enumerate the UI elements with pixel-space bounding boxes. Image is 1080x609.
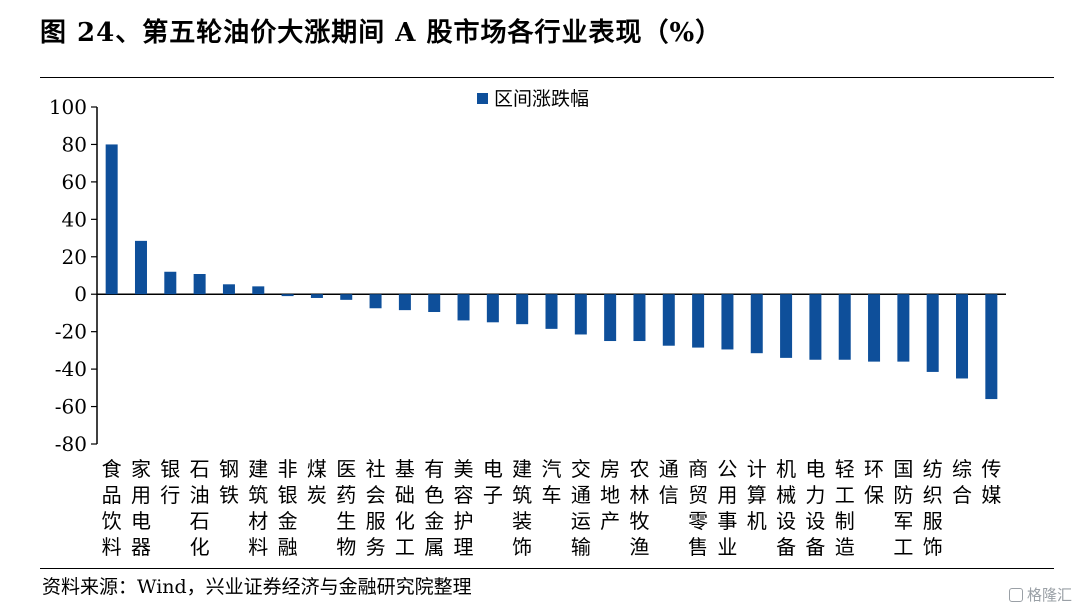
title-divider — [40, 77, 1054, 78]
bar-20 — [662, 294, 675, 346]
x-category-label: 社会服务 — [366, 457, 386, 559]
source-note: 资料来源：Wind，兴业证券经济与金融研究院整理 — [42, 576, 472, 598]
watermark: 格隆汇 — [1008, 584, 1072, 605]
bar-31 — [985, 294, 998, 400]
legend-label: 区间涨跌幅 — [494, 88, 589, 110]
bar-4 — [193, 274, 206, 295]
bar-8 — [310, 294, 323, 298]
bar-18 — [604, 294, 617, 342]
x-category-label: 家用电器 — [131, 457, 151, 559]
x-category-label: 煤炭 — [307, 457, 327, 507]
bar-5 — [222, 284, 235, 295]
bar-19 — [633, 294, 646, 342]
watermark-logo-icon — [1008, 587, 1023, 602]
y-tick-label: 40 — [62, 207, 87, 231]
bar-14 — [486, 294, 499, 323]
x-category-label: 环保 — [864, 457, 884, 507]
x-category-label: 食品饮料 — [102, 457, 122, 559]
x-category-label: 有色金属 — [424, 457, 444, 559]
x-category-label: 房地产 — [600, 457, 620, 533]
y-tick-label: 0 — [74, 282, 87, 306]
bar-9 — [340, 294, 353, 300]
bar-7 — [281, 294, 294, 297]
bar-29 — [926, 294, 939, 372]
x-category-label: 医药生物 — [336, 457, 356, 559]
bar-16 — [545, 294, 558, 329]
legend-swatch — [477, 93, 488, 104]
x-category-label: 商贸零售 — [688, 457, 708, 559]
bar-23 — [750, 294, 763, 354]
x-category-label: 石油石化 — [190, 457, 210, 559]
x-category-label: 基础化工 — [395, 457, 415, 559]
x-category-label: 纺织服饰 — [923, 457, 943, 559]
bar-30 — [956, 294, 969, 379]
bar-13 — [457, 294, 470, 321]
y-tick-label: -80 — [55, 432, 87, 456]
x-category-label: 建筑装饰 — [512, 457, 532, 559]
source-divider — [40, 568, 1054, 569]
bar-25 — [809, 294, 822, 360]
bar-17 — [574, 294, 587, 335]
x-category-label: 机械设备 — [776, 457, 796, 559]
x-category-label: 综合 — [952, 457, 972, 507]
bar-1 — [105, 144, 118, 295]
x-category-label: 建筑材料 — [248, 457, 268, 559]
y-tick-label: 80 — [62, 132, 87, 156]
x-category-label: 钢铁 — [219, 457, 239, 507]
x-category-label: 农林牧渔 — [629, 457, 649, 559]
figure-title: 图 24、第五轮油价大涨期间 A 股市场各行业表现（%） — [40, 18, 723, 48]
x-category-label: 电子 — [483, 457, 503, 507]
x-category-label: 公用事业 — [717, 457, 737, 559]
y-tick-label: 20 — [62, 245, 87, 269]
x-category-label: 轻工制造 — [835, 457, 855, 559]
x-category-label: 交通运输 — [571, 457, 591, 559]
bar-12 — [428, 294, 441, 313]
x-category-label: 传媒 — [981, 457, 1001, 507]
x-category-label: 汽车 — [542, 457, 562, 507]
bar-3 — [164, 271, 177, 295]
x-category-label: 美容护理 — [454, 457, 474, 559]
x-category-label: 国防军工 — [893, 457, 913, 559]
x-category-label: 计算机 — [747, 457, 767, 533]
bar-15 — [516, 294, 529, 325]
y-tick-label: -60 — [55, 395, 87, 419]
y-tick-label: 100 — [49, 95, 87, 119]
bar-26 — [838, 294, 851, 360]
x-category-label: 通信 — [659, 457, 679, 507]
bar-chart: 100 80 60 40 20 0 -20 -40 -60 -80 食品饮料家用电器银行石油石化钢铁… — [49, 88, 1006, 559]
y-tick-label: -40 — [55, 357, 87, 381]
bar-27 — [868, 294, 881, 362]
bar-10 — [369, 294, 382, 309]
watermark-text: 格隆汇 — [1026, 586, 1072, 604]
y-tick-label: 60 — [62, 170, 87, 194]
x-category-label: 非银金融 — [278, 457, 298, 559]
y-tick-label: -20 — [55, 320, 87, 344]
bar-22 — [721, 294, 734, 350]
bar-24 — [780, 294, 793, 358]
bar-28 — [897, 294, 910, 362]
bar-2 — [134, 240, 147, 295]
bar-11 — [398, 294, 411, 311]
bar-6 — [252, 286, 265, 295]
bar-21 — [692, 294, 705, 348]
x-category-label: 银行 — [160, 457, 180, 507]
x-category-label: 电力设备 — [805, 457, 825, 559]
